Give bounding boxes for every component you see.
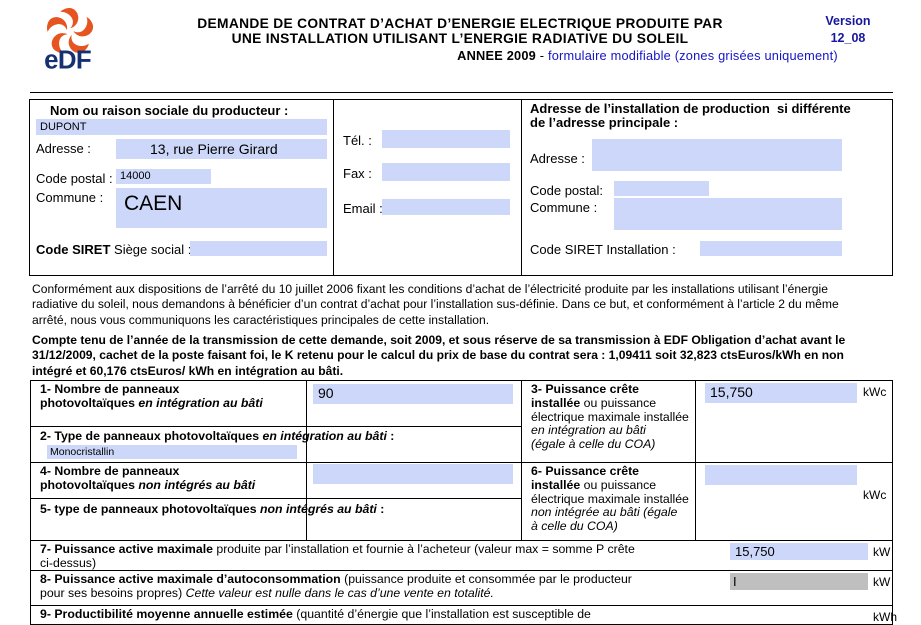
svg-text:eDF: eDF bbox=[44, 47, 91, 74]
